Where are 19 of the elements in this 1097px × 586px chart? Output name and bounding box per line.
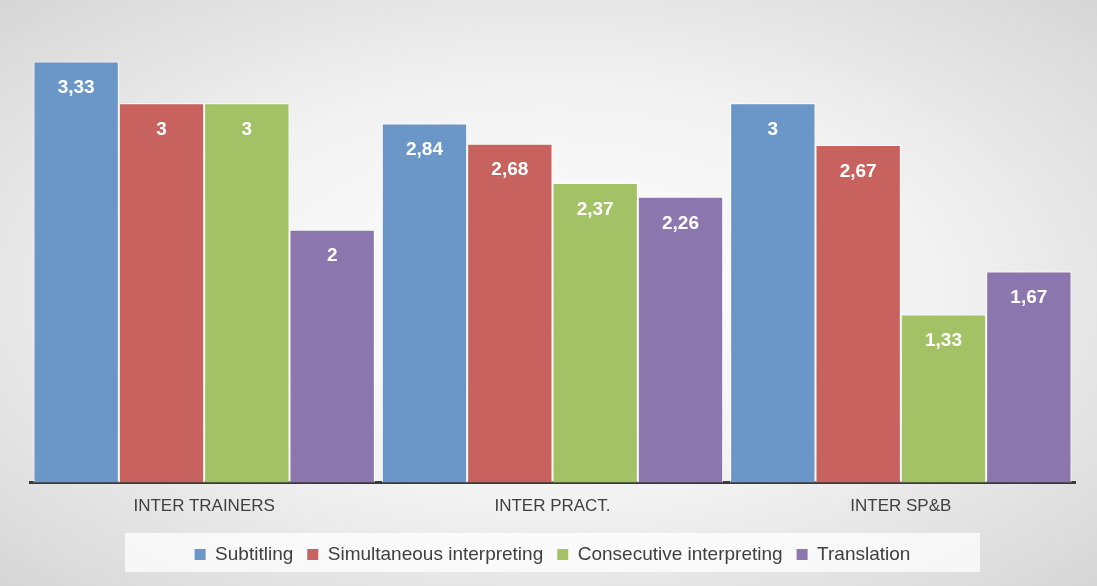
- data-label: 2,26: [662, 211, 699, 233]
- legend-label: Translation: [817, 542, 911, 564]
- x-tick-label: INTER SP&B: [850, 496, 952, 516]
- x-tick-label: INTER TRAINERS: [133, 496, 275, 516]
- data-label: 2,37: [576, 197, 614, 219]
- legend-label: Consecutive interpreting: [577, 542, 783, 564]
- legend-label: Subtitling: [215, 542, 294, 564]
- x-tick-label: INTER PRACT.: [494, 496, 611, 516]
- data-label: 1,33: [925, 329, 962, 351]
- data-label: 2,84: [406, 138, 444, 160]
- data-label: 3: [767, 117, 779, 139]
- data-label: 2: [326, 244, 338, 266]
- data-label: 3: [156, 117, 167, 139]
- data-label: 3,33: [57, 76, 95, 98]
- data-label: 2,68: [491, 158, 529, 180]
- legend-label: Simultaneous interpreting: [327, 542, 544, 564]
- data-label: 2,67: [839, 159, 877, 181]
- data-label: 3: [241, 117, 253, 139]
- data-label: 1,67: [1010, 286, 1048, 308]
